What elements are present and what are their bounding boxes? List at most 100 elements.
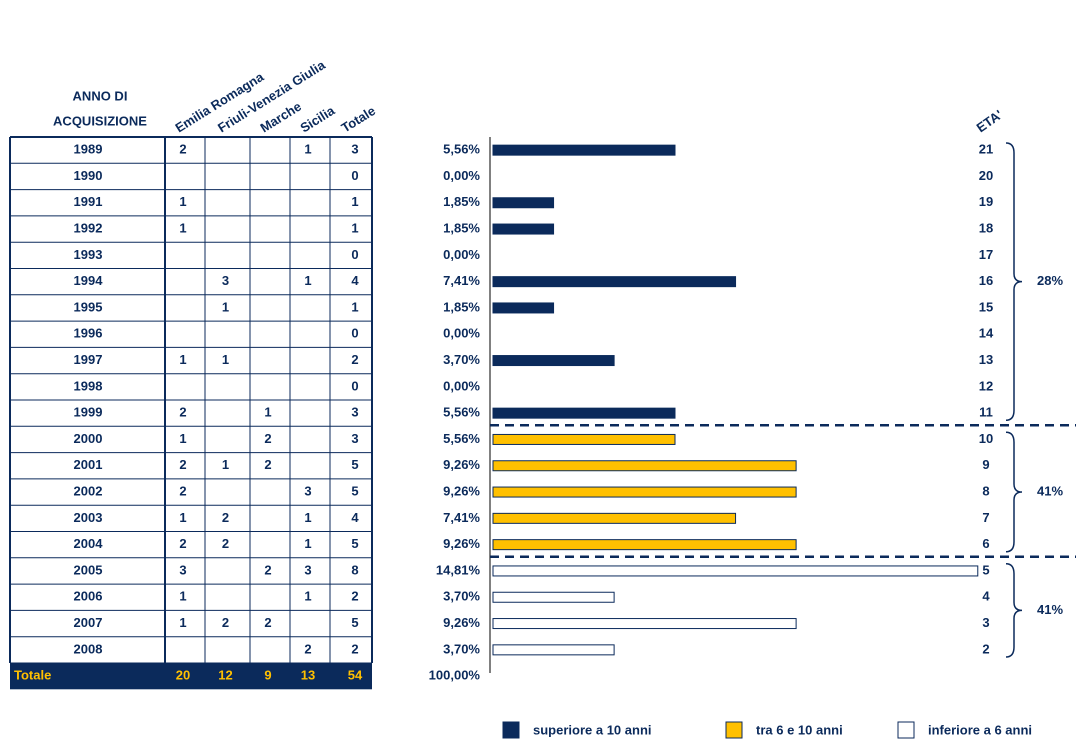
bar — [492, 618, 797, 630]
cell: 2 — [351, 352, 358, 367]
year: 1992 — [74, 220, 103, 235]
cell: 3 — [179, 562, 186, 577]
cell: 1 — [304, 589, 311, 604]
age: 15 — [979, 299, 993, 314]
bar-label: 1,85% — [443, 299, 480, 314]
bar-label: 5,56% — [443, 405, 480, 420]
bar-label: 3,70% — [443, 641, 480, 656]
bar-label: 0,00% — [443, 168, 480, 183]
age: 4 — [982, 589, 990, 604]
cell: 3 — [304, 562, 311, 577]
age: 13 — [979, 352, 993, 367]
cell: 2 — [264, 457, 271, 472]
legend-label: superiore a 10 anni — [533, 722, 652, 737]
cell: 1 — [304, 536, 311, 551]
bar — [492, 197, 555, 209]
cell: 1 — [304, 142, 311, 157]
cell: 1 — [179, 220, 186, 235]
bar-label: 1,85% — [443, 220, 480, 235]
year: 1998 — [74, 378, 103, 393]
legend-swatch — [897, 721, 915, 739]
bar-label: 5,56% — [443, 431, 480, 446]
total-label: Totale — [14, 668, 51, 683]
bar — [492, 407, 676, 419]
year: 1991 — [74, 194, 103, 209]
age: 3 — [982, 615, 989, 630]
cell: 2 — [222, 615, 229, 630]
age: 18 — [979, 220, 993, 235]
age: 21 — [979, 142, 993, 157]
total-cell: 20 — [176, 668, 190, 683]
age: 10 — [979, 431, 993, 446]
bar — [492, 355, 615, 367]
cell: 2 — [179, 536, 186, 551]
bar — [492, 486, 797, 498]
age: 6 — [982, 536, 989, 551]
bar-label: 9,26% — [443, 483, 480, 498]
cell: 5 — [351, 483, 358, 498]
cell: 0 — [351, 247, 358, 262]
cell: 1 — [351, 220, 358, 235]
cell: 2 — [264, 615, 271, 630]
age: 12 — [979, 378, 993, 393]
bar — [492, 144, 676, 156]
cell: 0 — [351, 378, 358, 393]
year: 2004 — [74, 536, 104, 551]
year: 1990 — [74, 168, 103, 183]
cell: 1 — [222, 352, 229, 367]
legend-swatch — [725, 721, 743, 739]
cell: 4 — [351, 273, 359, 288]
cell: 5 — [351, 457, 358, 472]
age: 16 — [979, 273, 993, 288]
cell: 1 — [264, 405, 271, 420]
year: 1997 — [74, 352, 103, 367]
cell: 5 — [351, 615, 358, 630]
bar — [492, 512, 737, 524]
year: 2006 — [74, 589, 103, 604]
cell: 0 — [351, 326, 358, 341]
year: 2008 — [74, 641, 103, 656]
cell: 1 — [222, 457, 229, 472]
cell: 3 — [351, 405, 358, 420]
age: 11 — [979, 405, 993, 420]
cell: 5 — [351, 536, 358, 551]
age: 19 — [979, 194, 993, 209]
year: 2002 — [74, 483, 103, 498]
cell: 2 — [222, 536, 229, 551]
bar-label: 3,70% — [443, 589, 480, 604]
column-header: Totale — [338, 103, 378, 136]
cell: 3 — [222, 273, 229, 288]
brace — [1005, 563, 1023, 658]
cell: 2 — [351, 589, 358, 604]
bar-label: 3,70% — [443, 352, 480, 367]
bar — [492, 565, 979, 577]
cell: 3 — [351, 431, 358, 446]
bar — [492, 539, 797, 551]
bar-label: 9,26% — [443, 457, 480, 472]
cell: 1 — [351, 194, 358, 209]
age: 20 — [979, 168, 993, 183]
year: 1996 — [74, 326, 103, 341]
brace-label: 41% — [1037, 483, 1063, 498]
cell: 1 — [222, 299, 229, 314]
cell: 2 — [179, 483, 186, 498]
brace-label: 28% — [1037, 273, 1063, 288]
bar — [492, 591, 615, 603]
cell: 1 — [351, 299, 358, 314]
cell: 2 — [222, 510, 229, 525]
year: 1999 — [74, 405, 103, 420]
cell: 1 — [179, 431, 186, 446]
bar-label: 5,56% — [443, 142, 480, 157]
bar — [492, 223, 555, 235]
age: 7 — [982, 510, 989, 525]
cell: 2 — [179, 457, 186, 472]
age: 9 — [982, 457, 989, 472]
bar — [492, 433, 676, 445]
bar-label: 0,00% — [443, 326, 480, 341]
cell: 2 — [264, 431, 271, 446]
cell: 1 — [304, 273, 311, 288]
cell: 3 — [304, 483, 311, 498]
year: 2007 — [74, 615, 103, 630]
cell: 0 — [351, 168, 358, 183]
